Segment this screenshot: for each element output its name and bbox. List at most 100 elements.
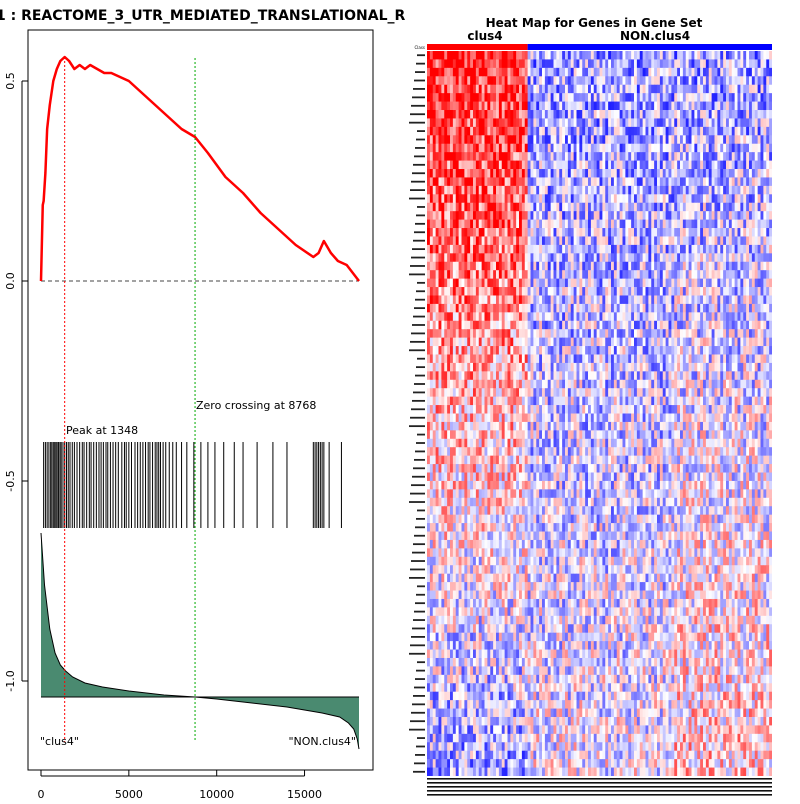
heatmap-cell (574, 211, 577, 220)
heatmap-cell (640, 304, 643, 313)
heatmap-cell (562, 161, 565, 170)
heatmap-cell (456, 312, 459, 321)
heatmap-cell (766, 245, 769, 254)
heatmap-cell (763, 371, 766, 380)
heatmap-cell (577, 388, 580, 397)
heatmap-cell (522, 85, 525, 94)
heatmap-cell (476, 59, 479, 68)
heatmap-cell (548, 59, 551, 68)
heatmap-cell (717, 194, 720, 203)
heatmap-cell (536, 93, 539, 102)
heatmap-cell (453, 363, 456, 372)
heatmap-cell (692, 76, 695, 85)
heatmap-cell (473, 228, 476, 237)
heatmap-cell (758, 321, 761, 330)
heatmap-cell (709, 371, 712, 380)
heatmap-cell (709, 312, 712, 321)
heatmap-cell (548, 102, 551, 111)
heatmap-cell (712, 380, 715, 389)
heatmap-cell (522, 194, 525, 203)
heatmap-cell (692, 68, 695, 77)
heatmap-cell (470, 329, 473, 338)
heatmap-cell (459, 144, 462, 153)
heatmap-cell (444, 169, 447, 178)
heatmap-cell (712, 76, 715, 85)
heatmap-cell (631, 76, 634, 85)
heatmap-cell (467, 287, 470, 296)
heatmap-cell (516, 186, 519, 195)
heatmap-cell (683, 211, 686, 220)
heatmap-cell (712, 270, 715, 279)
heatmap-cell (749, 338, 752, 347)
heatmap-cell (519, 354, 522, 363)
heatmap-cell (577, 127, 580, 136)
heatmap-cell (479, 380, 482, 389)
heatmap-cell (539, 295, 542, 304)
heatmap-cell (499, 186, 502, 195)
heatmap-cell (459, 220, 462, 229)
heatmap-cell (608, 177, 611, 186)
heatmap-cell (459, 85, 462, 94)
heatmap-cell (620, 169, 623, 178)
heatmap-cell (651, 363, 654, 372)
heatmap-cell (533, 161, 536, 170)
heatmap-cell (510, 76, 513, 85)
heatmap-cell (694, 304, 697, 313)
heatmap-cell (485, 194, 488, 203)
heatmap-cell (657, 152, 660, 161)
heatmap-cell (677, 253, 680, 262)
heatmap-cell (755, 93, 758, 102)
heatmap-cell (473, 110, 476, 119)
heatmap-cell (634, 245, 637, 254)
heatmap-cell (450, 186, 453, 195)
heatmap-cell (717, 169, 720, 178)
heatmap-cell (441, 144, 444, 153)
heatmap-cell (447, 245, 450, 254)
heatmap-cell (602, 321, 605, 330)
heatmap-cell (749, 321, 752, 330)
heatmap-cell (660, 338, 663, 347)
heatmap-cell (732, 245, 735, 254)
heatmap-cell (536, 354, 539, 363)
heatmap-cell (700, 127, 703, 136)
heatmap-cell (568, 93, 571, 102)
heatmap-cell (559, 220, 562, 229)
heatmap-cell (712, 102, 715, 111)
heatmap-cell (732, 110, 735, 119)
heatmap-cell (444, 194, 447, 203)
heatmap-cell (436, 118, 439, 127)
heatmap-cell (697, 329, 700, 338)
heatmap-cell (427, 287, 430, 296)
heatmap-cell (628, 312, 631, 321)
heatmap-cell (525, 220, 528, 229)
heatmap-cell (516, 102, 519, 111)
heatmap-cell (631, 329, 634, 338)
heatmap-cell (720, 186, 723, 195)
heatmap-cell (502, 354, 505, 363)
heatmap-cell (470, 295, 473, 304)
heatmap-cell (761, 295, 764, 304)
heatmap-cell (562, 279, 565, 288)
heatmap-cell (715, 346, 718, 355)
heatmap-cell (487, 346, 490, 355)
heatmap-cell (502, 203, 505, 212)
heatmap-cell (571, 287, 574, 296)
heatmap-cell (726, 177, 729, 186)
heatmap-cell (726, 51, 729, 60)
heatmap-cell (740, 152, 743, 161)
heatmap-cell (462, 135, 465, 144)
heatmap-cell (643, 135, 646, 144)
heatmap-cell (660, 211, 663, 220)
heatmap-cell (585, 245, 588, 254)
heatmap-cell (755, 211, 758, 220)
heatmap-cell (651, 211, 654, 220)
heatmap-cell (510, 388, 513, 397)
heatmap-cell (726, 186, 729, 195)
heatmap-cell (510, 321, 513, 330)
heatmap-cell (680, 102, 683, 111)
heatmap-cell (531, 354, 534, 363)
heatmap-cell (436, 177, 439, 186)
heatmap-cell (597, 279, 600, 288)
heatmap-cell (508, 144, 511, 153)
heatmap-cell (502, 279, 505, 288)
